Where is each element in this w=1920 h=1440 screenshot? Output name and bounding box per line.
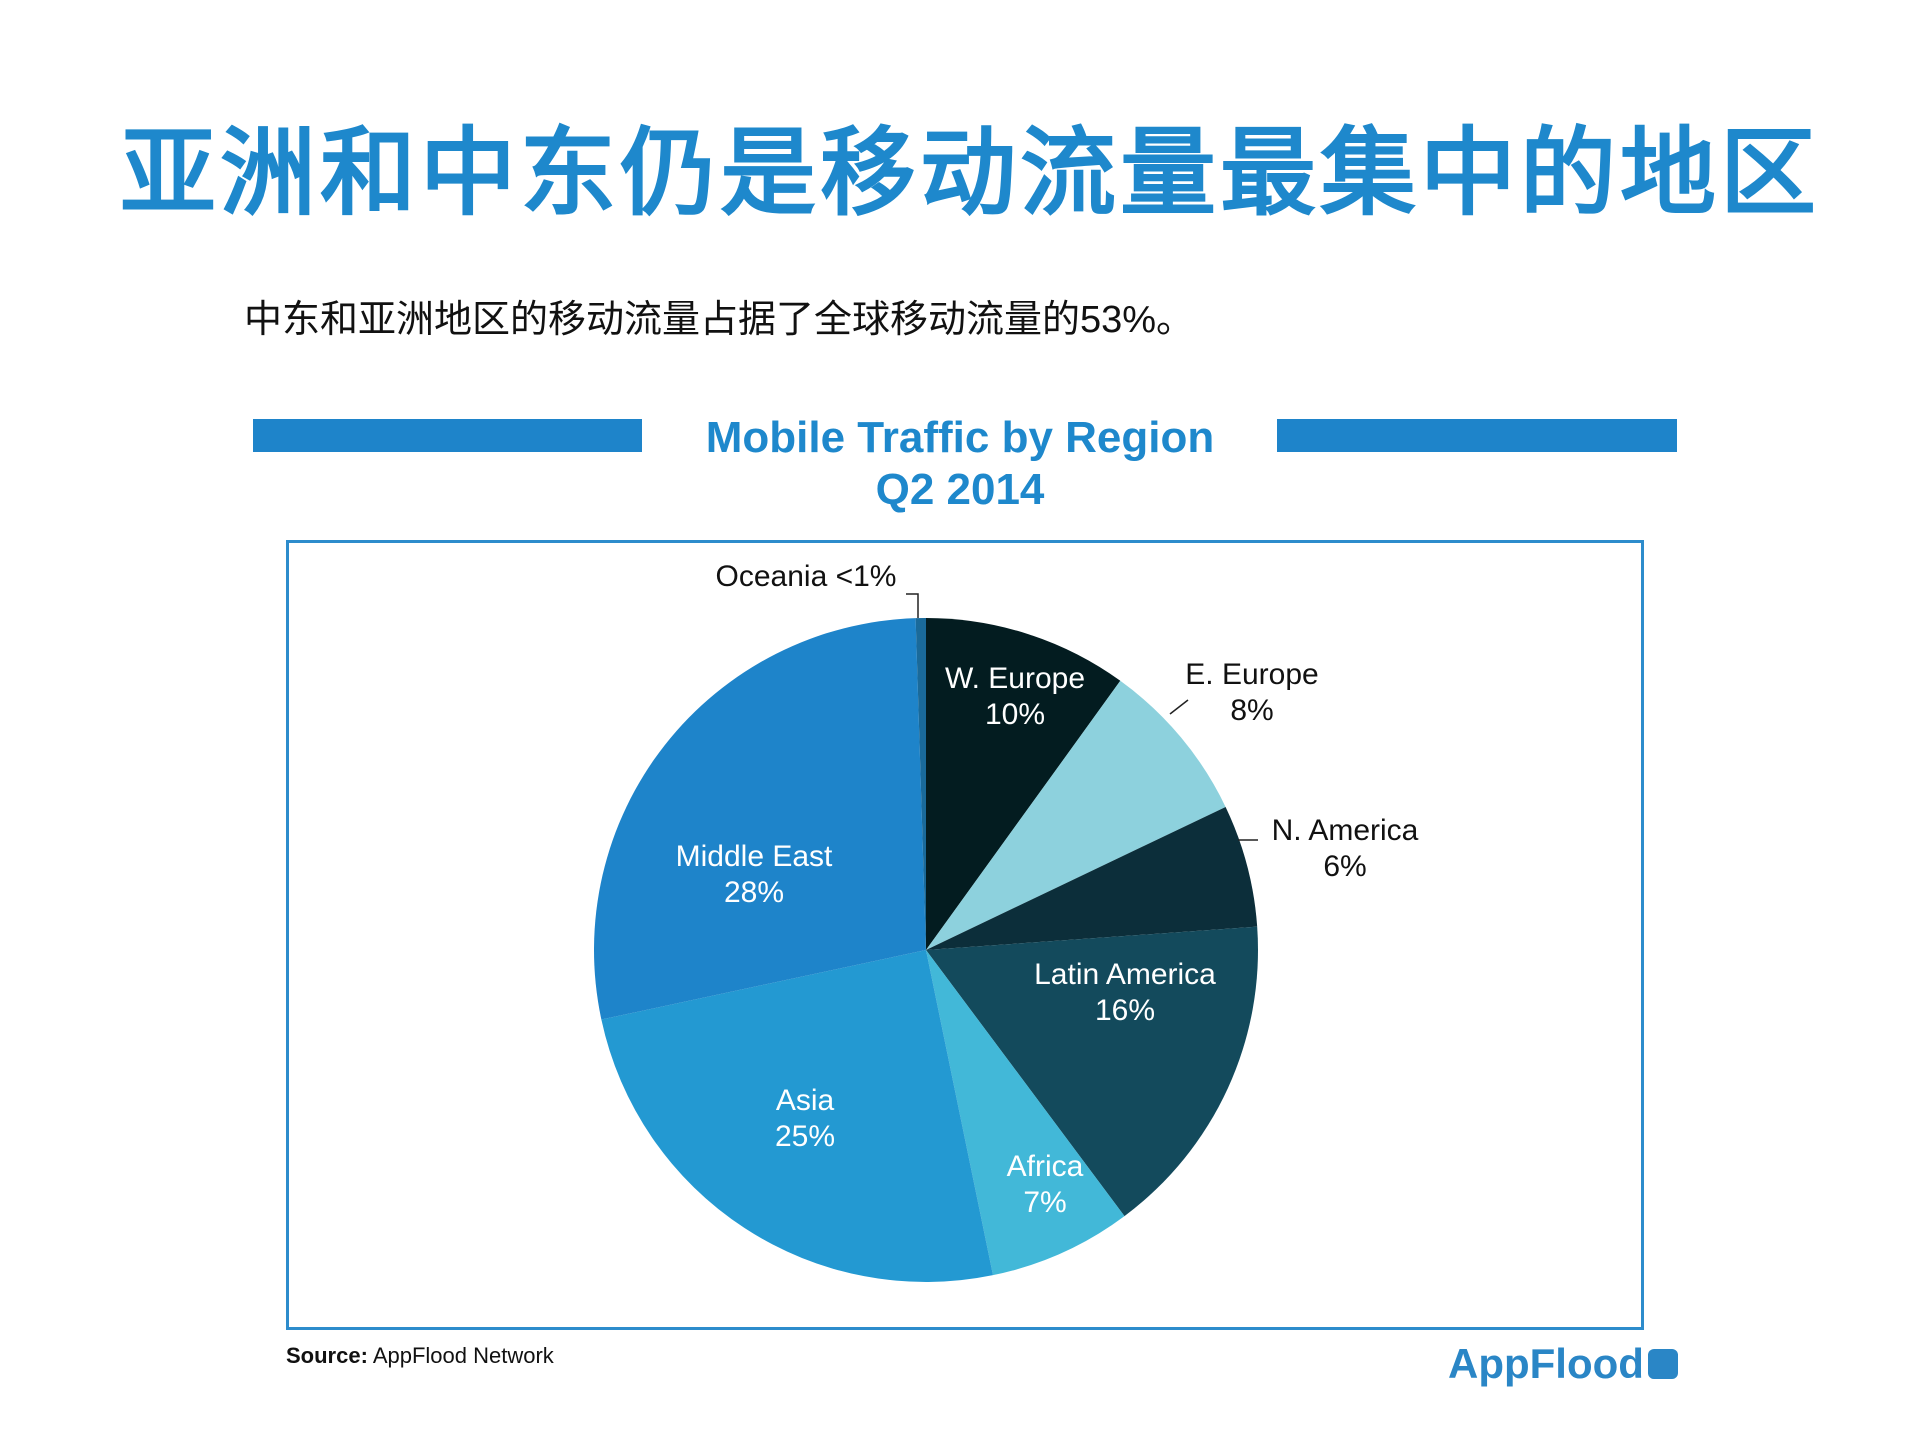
data-label-latin-america: Latin America (1034, 958, 1216, 991)
chart-subtitle: Q2 2014 (875, 465, 1045, 514)
data-value-latin-america: 16% (1095, 994, 1155, 1027)
pie-slice-oceania (915, 618, 926, 950)
pie-slice-w-europe (926, 618, 1121, 950)
title-bar-right (1277, 419, 1677, 452)
leader-line-oceania (906, 593, 919, 618)
source-label: Source: (286, 1343, 368, 1368)
data-label-africa: Africa (1007, 1150, 1084, 1183)
logo-icon (1647, 1349, 1678, 1379)
page-subtitle: 中东和亚洲地区的移动流量占据了全球移动流量的53%。 (244, 299, 1195, 341)
data-value-e-europe: 8% (1230, 694, 1273, 727)
pie-slice-middle-east (594, 618, 926, 1020)
pie-slice-e-europe (926, 680, 1226, 950)
pie-slice-latin-america (926, 926, 1258, 1217)
source-note: Source: AppFlood Network (286, 1343, 554, 1369)
data-label-oceania: Oceania <1% (716, 560, 897, 593)
title-bar-left (253, 419, 642, 452)
data-value-africa: 7% (1023, 1186, 1066, 1219)
data-label-middle-east: Middle East (676, 840, 833, 873)
data-label-asia: Asia (776, 1084, 835, 1117)
source-text: AppFlood Network (372, 1343, 554, 1368)
leader-line-e-europe (1169, 699, 1189, 715)
chart-frame (286, 540, 1644, 1330)
data-label-w-europe: W. Europe (945, 662, 1085, 695)
chart-title: Mobile Traffic by Region (705, 413, 1215, 462)
data-label-e-europe: E. Europe (1185, 658, 1318, 691)
data-value-asia: 25% (775, 1120, 835, 1153)
data-value-w-europe: 10% (985, 698, 1045, 731)
data-value-middle-east: 28% (724, 876, 784, 909)
appflood-logo: AppFlood (1448, 1340, 1678, 1388)
pie-slice-africa (926, 950, 1125, 1276)
logo-text: AppFlood (1448, 1340, 1644, 1387)
pie-slice-n-america (926, 806, 1258, 950)
pie-slice-asia (601, 950, 993, 1282)
page-title: 亚洲和中东仍是移动流量最集中的地区 (120, 120, 1820, 227)
data-label-n-america: N. America (1272, 814, 1419, 847)
data-value-n-america: 6% (1323, 850, 1366, 883)
